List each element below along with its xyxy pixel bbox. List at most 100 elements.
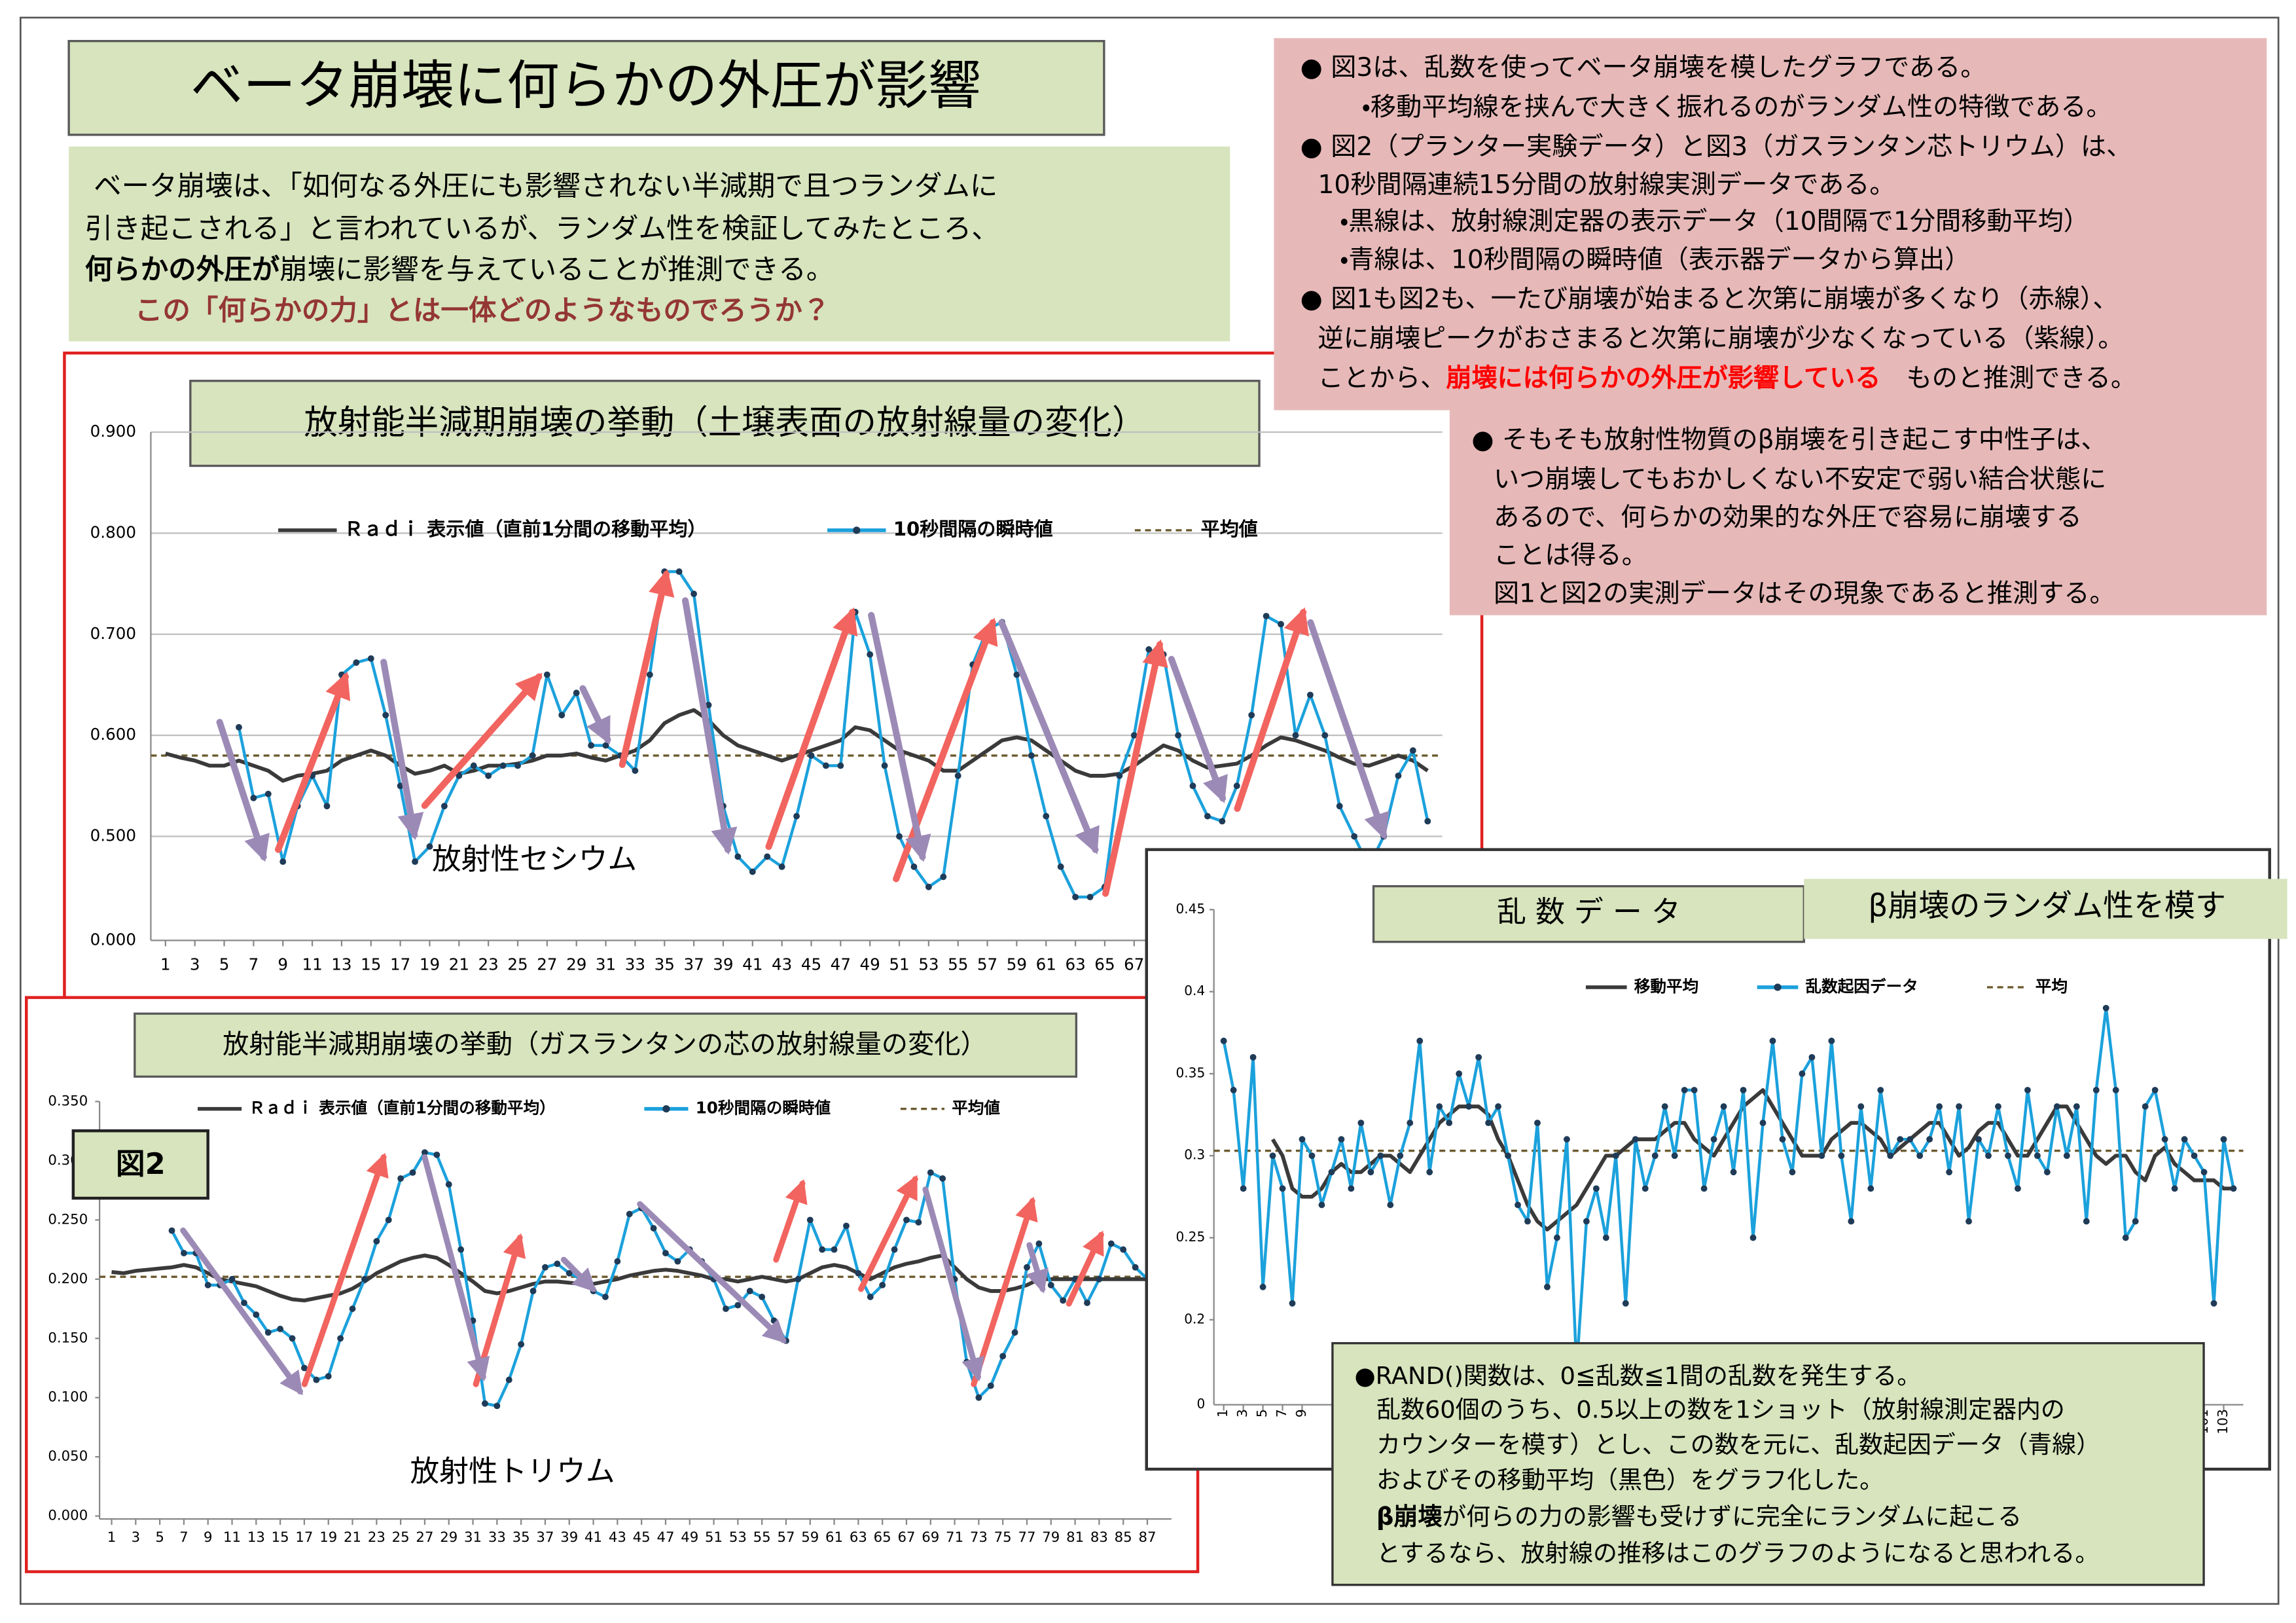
series-line [111,1253,1160,1303]
point [353,659,360,666]
x-tick-label: 39 [560,1529,578,1546]
point [1230,1087,1237,1093]
point [939,1175,946,1182]
point [674,1258,681,1265]
series-line [237,570,1429,899]
point [1975,1136,1982,1143]
point [1641,1185,1649,1192]
point [793,812,800,820]
text-segment: が何らの力の影響も受けずに完全にランダムに起こる [1442,1502,2022,1530]
point [1681,1087,1688,1093]
point [808,752,815,759]
x-tick-label: 53 [918,955,939,974]
point [1308,1152,1316,1159]
point [2142,1103,2149,1110]
figure-label-text: 図2 [116,1146,166,1181]
x-tick-label: 73 [970,1529,988,1546]
point [1028,752,1035,759]
annotation: 放射性トリウム [410,1454,615,1489]
point [1145,646,1153,653]
point [204,1281,211,1288]
point [1554,1234,1560,1241]
text-segment: ものと推測できる。 [1880,363,2136,393]
point [277,1325,284,1332]
y-tick-label: 0.500 [90,826,136,845]
x-tick-label: 57 [977,955,997,974]
point [1730,1169,1737,1176]
point [1867,1185,1874,1192]
text-segment: ・黒線は、放射線測定器の表示データ（10間隔で1分間移動平均） [1340,207,2089,236]
note-line: ことから、崩壊には何らかの外圧が影響している ものと推測できる。 [1318,363,2137,393]
point [289,1335,296,1342]
legend-label: 平均値 [1201,518,1258,540]
hypothesis-line: あるので、何らかの効果的な外圧で容易に崩壊する [1494,503,2082,532]
hypothesis-line: 図1と図2の実測データはその現象であると推測する。 [1494,579,2115,608]
point [975,1394,982,1401]
point [565,1269,573,1277]
y-tick-label: 0.200 [48,1271,88,1287]
point [1651,1152,1659,1159]
point [1043,812,1050,820]
point [2073,1103,2080,1110]
y-tick-label: 0.25 [1175,1229,1205,1245]
chart-thorium: 放射能半減期崩壊の挙動（ガスランタンの芯の放射線量の変化） 0.000 0.050 0… [25,996,1200,1573]
point [867,1294,874,1300]
point [1351,833,1358,840]
point [910,863,918,870]
x-tick-label: 19 [420,955,440,974]
point [1426,1169,1433,1176]
point [422,1149,428,1156]
point [2015,1185,2021,1192]
text-segment: ● 図3は、乱数を使ってベータ崩壊を模したグラフである。 [1300,53,1986,82]
point [734,853,742,860]
chart-title: 放射能半減期崩壊の挙動（ガスランタンの芯の放射線量の変化） [223,1029,987,1059]
x-tick-label: 3 [190,955,200,974]
point [485,772,492,779]
text-segment: 10秒間隔連続15分間の放射線実測データである。 [1318,170,1895,200]
x-tick-label: 59 [1007,955,1027,974]
y-tick-label: 0 [1196,1396,1205,1412]
notes-box [1274,38,2267,410]
point [1838,1152,1845,1159]
x-tick-label: 13 [331,955,351,974]
y-tick-label: 0.600 [90,725,136,744]
point [499,762,507,769]
y-tick-label: 0.000 [90,930,136,949]
point [2092,1087,2100,1093]
x-tick-label: 49 [681,1529,698,1546]
point [795,1275,802,1283]
point [2034,1152,2041,1159]
point [1936,1103,1943,1110]
point [1956,1103,1962,1110]
point [2122,1234,2129,1241]
point [1084,1300,1090,1306]
point [1848,1218,1855,1225]
x-tick-label: 51 [889,955,909,974]
x-tick-label: 17 [390,955,410,974]
x-tick-label: 69 [922,1529,939,1546]
x-tick-label: 1 [160,955,171,974]
point [903,1216,910,1224]
point [1328,1169,1335,1176]
point [493,1402,501,1410]
x-tick-label: 103 [2215,1409,2231,1434]
text-segment: ● そもそも放射性物質のβ崩壊を引き起こす中性子は、 [1471,425,2106,454]
random-note-line: カウンターを模す）とし、この数を元に、乱数起因データ（青線） [1376,1431,2100,1459]
x-tick-label: 87 [1138,1529,1156,1546]
point [1691,1087,1698,1093]
point [433,1151,440,1158]
point [1446,1120,1453,1127]
text-segment: カウンターを模す）とし、この数を元に、乱数起因データ（青線） [1376,1431,2100,1459]
point [602,1294,609,1300]
point [1377,1152,1384,1159]
note-line: ● 図2（プランター実験データ）と図3（ガスランタン芯トリウム）は、 [1300,132,2132,162]
point [1916,1152,1924,1159]
point [764,853,771,860]
point [349,1305,356,1312]
x-tick-label: 83 [1090,1529,1108,1546]
point [2132,1218,2139,1225]
y-tick-label: 0.000 [48,1508,88,1524]
point [1279,1185,1286,1192]
note-line: ● 図1も図2も、一たび崩壊が始まると次第に崩壊が多くなり（赤線）、 [1300,284,2119,314]
